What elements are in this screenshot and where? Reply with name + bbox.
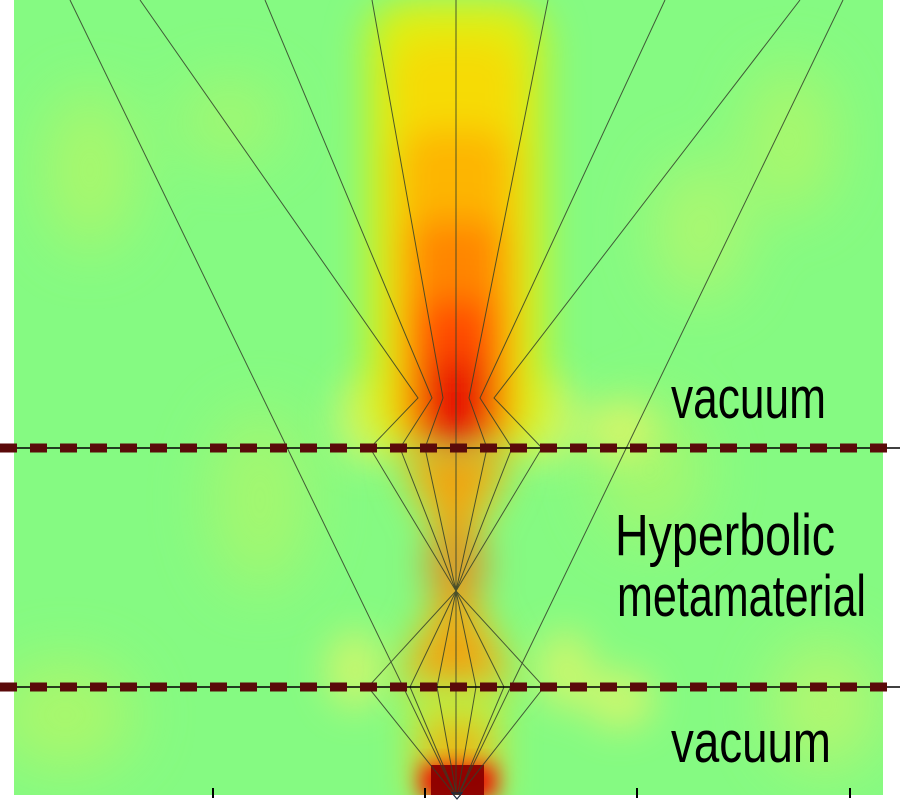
svg-text:metamaterial: metamaterial [617,564,866,629]
svg-text:Hyperbolic: Hyperbolic [615,503,835,568]
svg-text:vacuum: vacuum [671,366,826,431]
svg-text:vacuum: vacuum [671,710,831,775]
